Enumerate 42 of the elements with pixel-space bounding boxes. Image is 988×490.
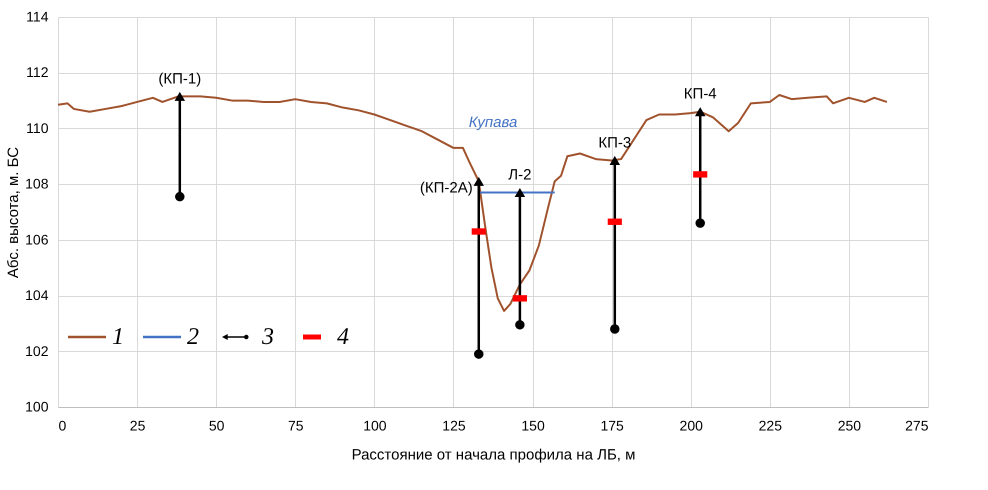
point: [514, 188, 526, 198]
point: [515, 320, 525, 330]
point: [694, 107, 706, 116]
point: [695, 218, 705, 228]
x-tick-label: 0: [58, 418, 66, 434]
annotation: КП-3: [598, 134, 632, 152]
point: [474, 176, 484, 186]
annotation: (КП-2А): [420, 179, 473, 196]
x-axis-title: Расстояние от начала профила на ЛБ, м: [352, 446, 636, 464]
y-tick-label: 100: [25, 398, 49, 414]
x-tick-label: 225: [758, 418, 782, 434]
x-tick-label: 25: [130, 418, 146, 434]
legend-label: 2: [187, 324, 199, 350]
y-tick-label: 102: [25, 342, 49, 359]
point: [174, 92, 186, 101]
x-tick-label: 200: [680, 418, 704, 434]
point: [610, 324, 620, 334]
x-tick-label: 100: [363, 418, 387, 434]
y-tick-label: 112: [26, 64, 49, 80]
y-tick-label: 104: [25, 287, 49, 304]
legend-label: 1: [112, 324, 124, 350]
point: [610, 156, 620, 166]
x-tick-label: 50: [208, 418, 225, 434]
x-tick-label: 250: [838, 418, 862, 434]
y-axis-title: Абс. высота, м. БС: [5, 146, 22, 278]
x-tick-label: 275: [905, 418, 929, 434]
legend-label: 4: [337, 324, 349, 350]
x-tick-label: 175: [600, 418, 624, 434]
point: [175, 192, 185, 202]
y-tick-label: 110: [26, 120, 49, 136]
y-tick-label: 106: [25, 231, 49, 248]
x-tick-label: 75: [288, 418, 304, 434]
x-tick-label: 125: [442, 418, 466, 434]
annotation: Купава: [468, 114, 518, 131]
y-tick-label: 114: [26, 8, 49, 24]
x-tick-label: 150: [521, 418, 545, 434]
annotation: (КП-1): [158, 70, 202, 88]
annotation: Л-2: [508, 166, 532, 184]
legend-label: 3: [261, 324, 274, 350]
y-tick-label: 108: [25, 176, 49, 192]
point: [474, 349, 484, 359]
annotation: КП-4: [684, 86, 717, 103]
